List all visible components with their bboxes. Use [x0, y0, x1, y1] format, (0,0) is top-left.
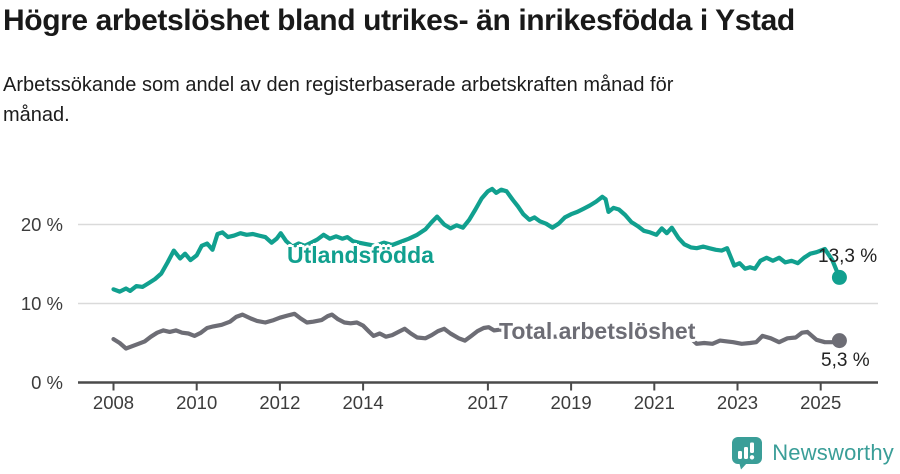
newsworthy-logo-icon — [732, 437, 763, 470]
x-tick-label: 2010 — [176, 392, 217, 413]
series-line-utlandsfodda — [111, 186, 842, 294]
chart-subtitle-line2: månad. — [3, 104, 70, 126]
chart-subtitle: Arbetssökande som andel av den registerb… — [3, 70, 673, 130]
x-tick-label: 2014 — [343, 392, 384, 413]
y-tick-label: 20 % — [21, 214, 63, 235]
series-label-utlandsfodda: Utlandsfödda — [287, 242, 434, 268]
x-tick-label: 2012 — [259, 392, 300, 413]
y-tick-label: 0 % — [31, 372, 63, 393]
end-value-label-utlandsfodda: 13,3 % — [818, 246, 878, 267]
series-line-total — [111, 311, 842, 351]
x-tick-label: 2017 — [467, 392, 508, 413]
x-tick-label: 2019 — [551, 392, 592, 413]
series-end-dot-total — [831, 333, 847, 349]
x-tick-label: 2021 — [634, 392, 675, 413]
x-tick-label: 2025 — [800, 392, 841, 413]
newsworthy-branding: Newsworthy — [731, 436, 894, 470]
chart-title: Högre arbetslöshet bland utrikes- än inr… — [3, 4, 795, 37]
series-end-dot-utlandsfodda — [831, 269, 847, 285]
x-tick-label: 2023 — [717, 392, 758, 413]
newsworthy-wordmark: Newsworthy — [772, 440, 894, 465]
series-label-total-arbetsloshet: Total arbetslöshet — [499, 318, 696, 344]
x-tick-label: 2008 — [93, 392, 134, 413]
end-value-label-total: 5,3 % — [821, 350, 870, 371]
chart-subtitle-line1: Arbetssökande som andel av den registerb… — [3, 74, 674, 96]
y-tick-label: 10 % — [21, 293, 63, 314]
